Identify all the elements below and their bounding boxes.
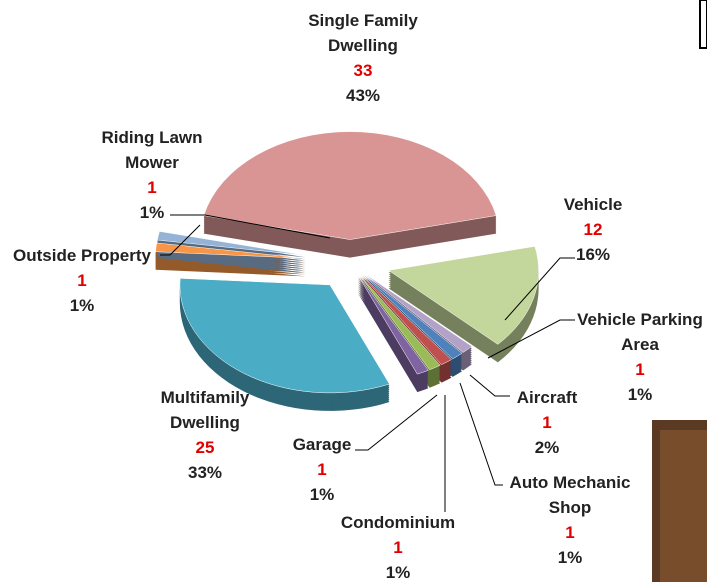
slice	[360, 273, 452, 365]
leader-line	[487, 319, 575, 359]
category-name: Condominium	[340, 513, 456, 532]
count-label: 12	[583, 220, 603, 239]
leader-line	[459, 382, 503, 486]
count-label: 25	[195, 438, 215, 457]
category-name: Vehicle Parking Area	[577, 310, 703, 354]
slice-label: Aircraft 1 2%	[497, 385, 597, 460]
slice	[387, 246, 539, 345]
percent-label: 43%	[345, 86, 381, 105]
leader-line	[504, 257, 575, 321]
count-label: 1	[77, 271, 87, 290]
count-label: 1	[635, 360, 645, 379]
percent-label: 1%	[139, 203, 165, 222]
slice	[155, 242, 306, 259]
slice-label: Outside Property 1 1%	[0, 243, 167, 318]
percent-label: 1%	[309, 485, 335, 504]
photo-detail	[660, 430, 707, 582]
percent-label: 2%	[534, 438, 560, 457]
category-name: Single Family Dwelling	[308, 11, 418, 55]
slice-label: Vehicle Parking Area 1 1%	[570, 307, 707, 407]
slice-label: Auto Mechanic Shop 1 1%	[500, 470, 640, 570]
slice	[203, 131, 497, 240]
slice	[179, 278, 390, 394]
category-name: Outside Property	[13, 246, 151, 265]
percent-label: 33%	[187, 463, 223, 482]
category-name: Vehicle	[563, 195, 623, 214]
slice-label: Condominium 1 1%	[328, 510, 468, 585]
percent-label: 1%	[557, 548, 583, 567]
percent-label: 1%	[69, 296, 95, 315]
category-name: Garage	[292, 435, 352, 454]
count-label: 1	[542, 413, 552, 432]
count-label: 1	[565, 523, 575, 542]
slice	[357, 274, 429, 375]
slice	[358, 274, 441, 371]
leader-line	[355, 394, 438, 451]
count-label: 1	[147, 178, 157, 197]
category-name: Riding Lawn Mower	[101, 128, 203, 172]
slice-label: Multifamily Dwelling 25 33%	[145, 385, 265, 485]
slice-label: Single Family Dwelling 33 43%	[298, 8, 428, 108]
category-name: Auto Mechanic Shop	[509, 473, 631, 517]
leader-line	[160, 224, 201, 256]
slice	[361, 272, 463, 360]
count-label: 1	[317, 460, 327, 479]
category-name: Multifamily Dwelling	[160, 388, 250, 432]
category-name: Aircraft	[516, 388, 578, 407]
percent-label: 1%	[385, 563, 411, 582]
count-label: 33	[353, 61, 373, 80]
slice	[362, 272, 473, 353]
frame-edge	[699, 0, 707, 49]
slice	[156, 231, 306, 256]
slice-label: Vehicle 12 16%	[543, 192, 643, 267]
leader-line	[469, 374, 510, 397]
slice-label: Garage 1 1%	[277, 432, 367, 507]
percent-label: 16%	[575, 245, 611, 264]
count-label: 1	[393, 538, 403, 557]
leader-line	[170, 214, 331, 239]
slice-label: Riding Lawn Mower 1 1%	[92, 125, 212, 225]
percent-label: 1%	[627, 385, 653, 404]
